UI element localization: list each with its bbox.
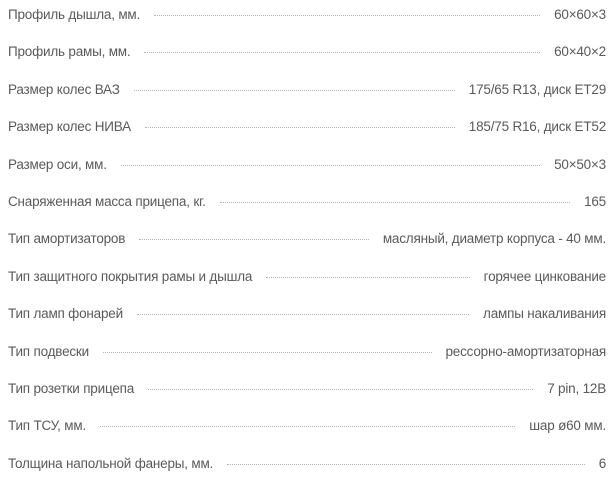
dotted-leader bbox=[219, 201, 571, 203]
dotted-leader bbox=[120, 164, 541, 166]
spec-row: Размер оси, мм. 50×50×3 bbox=[8, 154, 606, 191]
spec-value: 50×50×3 bbox=[554, 156, 606, 172]
spec-row: Размер колес ВАЗ 175/65 R13, диск ET29 bbox=[8, 79, 606, 116]
spec-row: Тип амортизаторов масляный, диаметр корпу… bbox=[8, 228, 606, 265]
dotted-leader bbox=[144, 52, 541, 54]
spec-label: Снаряженная масса прицепа, кг. bbox=[8, 193, 206, 209]
spec-label: Тип амортизаторов bbox=[8, 231, 126, 247]
dotted-leader bbox=[148, 388, 534, 390]
dotted-leader bbox=[154, 15, 541, 16]
spec-row: Толщина напольной фанеры, мм. 6 bbox=[8, 453, 606, 490]
spec-label: Размер оси, мм. bbox=[8, 156, 107, 172]
spec-row: Профиль рамы, мм. 60×40×2 bbox=[8, 41, 606, 78]
dotted-leader bbox=[136, 314, 470, 316]
spec-label: Тип подвески bbox=[8, 343, 89, 359]
spec-list: Профиль дышла, мм. 60×60×3 Профиль рамы, м… bbox=[8, 4, 606, 490]
spec-label: Профиль рамы, мм. bbox=[8, 44, 131, 60]
dotted-leader bbox=[227, 463, 585, 465]
spec-value: 6 bbox=[598, 455, 607, 471]
dotted-leader bbox=[102, 351, 432, 353]
spec-row: Тип ламп фонарей лампы накаливания bbox=[8, 303, 606, 340]
dotted-leader bbox=[139, 239, 369, 241]
spec-row: Тип розетки прицепа 7 pin, 12В bbox=[8, 378, 606, 415]
spec-row: Профиль дышла, мм. 60×60×3 bbox=[8, 4, 606, 41]
spec-label: Толщина напольной фанеры, мм. bbox=[8, 455, 214, 471]
spec-value: шар ø60 мм. bbox=[529, 418, 606, 434]
spec-value: рессорно-амортизаторная bbox=[445, 343, 607, 359]
spec-row: Снаряженная масса прицепа, кг. 165 bbox=[8, 191, 606, 228]
dotted-leader bbox=[133, 89, 455, 91]
dotted-leader bbox=[100, 426, 516, 428]
spec-value: 185/75 R16, диск ET52 bbox=[468, 119, 606, 135]
spec-value: 165 bbox=[584, 193, 606, 209]
spec-label: Размер колес НИВА bbox=[8, 119, 131, 135]
spec-label: Профиль дышла, мм. bbox=[8, 7, 141, 22]
spec-label: Тип защитного покрытия рамы и дышла bbox=[8, 268, 253, 284]
dotted-leader bbox=[266, 276, 470, 278]
spec-value: 175/65 R13, диск ET29 bbox=[468, 81, 606, 97]
spec-value: 60×60×3 bbox=[554, 7, 606, 22]
spec-label: Тип ламп фонарей bbox=[8, 306, 123, 322]
spec-label: Тип ТСУ, мм. bbox=[8, 418, 87, 434]
spec-label: Тип розетки прицепа bbox=[8, 380, 135, 396]
spec-value: масляный, диаметр корпуса - 40 мм. bbox=[382, 231, 606, 247]
spec-value: горячее цинкование bbox=[483, 268, 607, 284]
spec-row: Тип ТСУ, мм. шар ø60 мм. bbox=[8, 415, 606, 452]
spec-value: 60×40×2 bbox=[554, 44, 606, 60]
spec-row: Тип защитного покрытия рамы и дышла горяч… bbox=[8, 266, 606, 303]
dotted-leader bbox=[144, 127, 455, 129]
spec-value: лампы накаливания bbox=[483, 306, 606, 322]
spec-label: Размер колес ВАЗ bbox=[8, 81, 120, 97]
spec-row: Тип подвески рессорно-амортизаторная bbox=[8, 341, 606, 378]
spec-value: 7 pin, 12В bbox=[547, 380, 606, 396]
spec-row: Размер колес НИВА 185/75 R16, диск ET52 bbox=[8, 116, 606, 153]
